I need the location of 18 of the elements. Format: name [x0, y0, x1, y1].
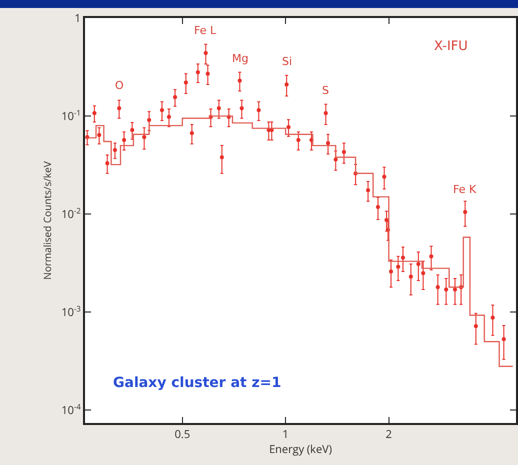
x-tick-label: 2: [386, 427, 392, 442]
y-tick-label: 10$^{-4}$: [61, 402, 82, 418]
annotation: Si: [282, 55, 292, 68]
annotation: Galaxy cluster at z=1: [113, 375, 282, 391]
annotation: S: [322, 84, 329, 97]
annotation: Mg: [232, 52, 248, 65]
y-tick-label: 10$^{-2}$: [61, 206, 81, 222]
x-tick-label: 0.5: [174, 427, 190, 442]
y-tick-label: 1: [74, 10, 81, 26]
annotation: Fe L: [194, 24, 217, 37]
x-axis-title: Energy (keV): [269, 442, 332, 458]
x-tick-label: 1: [282, 427, 289, 442]
y-tick-label: 10$^{-1}$: [61, 108, 81, 124]
annotation: O: [115, 79, 124, 92]
annotation: X-IFU: [434, 39, 468, 54]
annotation: Fe K: [453, 183, 477, 196]
y-axis-title: Normalised Counts/s/keV: [40, 161, 54, 280]
y-tick-label: 10$^{-3}$: [61, 304, 81, 320]
